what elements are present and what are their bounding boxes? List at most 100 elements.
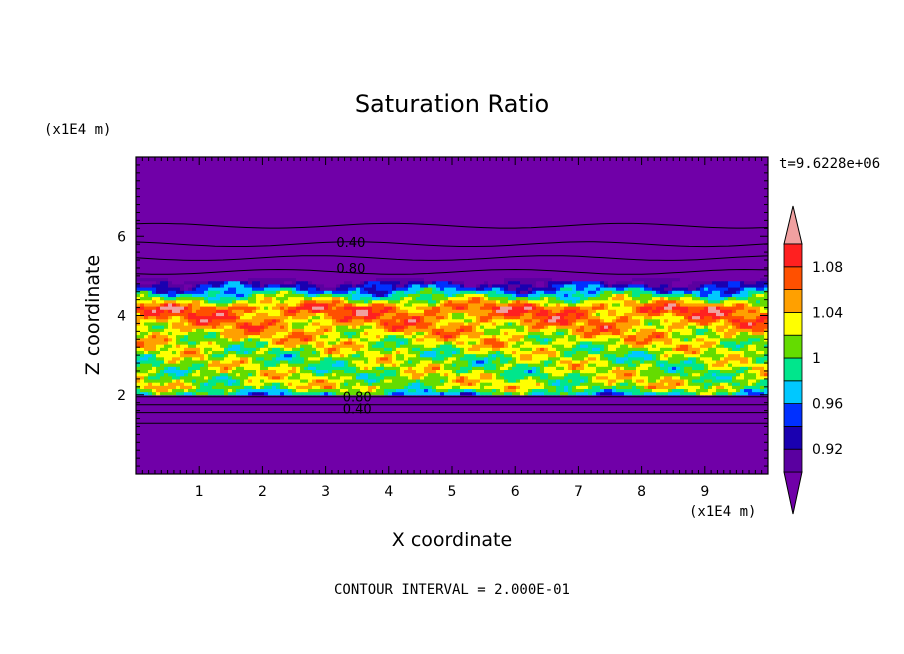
field-cell	[660, 458, 665, 462]
field-cell	[420, 458, 425, 462]
field-cell	[600, 435, 605, 440]
field-cell	[196, 432, 201, 437]
field-cell	[608, 420, 613, 424]
field-cell	[744, 420, 749, 424]
field-cell	[228, 413, 233, 418]
field-cell	[368, 435, 373, 440]
field-cell	[344, 426, 349, 431]
field-cell	[392, 454, 397, 459]
field-cell	[556, 413, 561, 418]
field-cell	[348, 432, 353, 437]
field-cell	[684, 432, 689, 437]
field-cell	[392, 458, 397, 462]
field-cell	[384, 413, 389, 418]
field-cell	[324, 432, 329, 437]
field-cell	[516, 416, 521, 421]
field-cell	[300, 423, 305, 428]
field-cell	[460, 423, 465, 428]
field-cell	[152, 467, 157, 472]
field-cell	[600, 470, 605, 474]
field-cell	[240, 404, 245, 409]
field-cell	[640, 404, 645, 409]
field-cell	[688, 464, 693, 469]
field-cell	[596, 464, 601, 469]
field-cell	[516, 420, 521, 424]
field-cell	[688, 439, 693, 443]
field-cell	[472, 404, 477, 409]
field-cell	[364, 439, 369, 443]
field-cell	[264, 401, 269, 405]
field-cell	[368, 461, 373, 466]
field-cell	[160, 407, 165, 412]
field-cell	[252, 401, 257, 405]
field-cell	[152, 454, 157, 459]
field-cell	[660, 426, 665, 431]
field-cell	[352, 429, 357, 434]
field-cell	[536, 442, 541, 447]
field-cell	[236, 458, 241, 462]
field-cell	[528, 461, 533, 466]
field-cell	[216, 416, 221, 421]
field-cell	[672, 448, 677, 453]
field-cell	[316, 416, 321, 421]
field-cell	[676, 439, 681, 443]
field-cell	[464, 429, 469, 434]
field-cell	[380, 404, 385, 409]
field-cell	[588, 458, 593, 462]
field-cell	[500, 461, 505, 466]
field-cell	[292, 435, 297, 440]
field-cell	[332, 442, 337, 447]
field-cell	[304, 420, 309, 424]
field-cell	[496, 420, 501, 424]
field-cell	[312, 404, 317, 409]
field-cell	[608, 423, 613, 428]
field-cell	[420, 464, 425, 469]
field-cell	[332, 404, 337, 409]
field-cell	[676, 420, 681, 424]
field-cell	[320, 461, 325, 466]
field-cell	[268, 467, 273, 472]
field-cell	[620, 413, 625, 418]
field-cell	[520, 467, 525, 472]
field-cell	[648, 404, 653, 409]
field-cell	[300, 432, 305, 437]
field-cell	[736, 461, 741, 466]
field-cell	[432, 442, 437, 447]
field-cell	[432, 458, 437, 462]
field-cell	[392, 404, 397, 409]
field-cell	[584, 407, 589, 412]
field-cell	[332, 426, 337, 431]
field-cell	[360, 445, 365, 450]
field-cell	[176, 404, 181, 409]
field-cell	[144, 439, 149, 443]
field-cell	[596, 420, 601, 424]
field-cell	[480, 404, 485, 409]
field-cell	[172, 404, 177, 409]
field-cell	[744, 445, 749, 450]
field-cell	[180, 429, 185, 434]
field-cell	[584, 416, 589, 421]
field-cell	[228, 401, 233, 405]
field-cell	[332, 445, 337, 450]
field-cell	[640, 423, 645, 428]
field-cell	[576, 461, 581, 466]
field-cell	[348, 407, 353, 412]
field-cell	[280, 401, 285, 405]
field-cell	[256, 470, 261, 474]
field-cell	[604, 464, 609, 469]
field-cell	[668, 464, 673, 469]
field-cell	[620, 435, 625, 440]
field-cell	[524, 413, 529, 418]
field-cell	[504, 423, 509, 428]
field-cell	[712, 439, 717, 443]
field-cell	[408, 464, 413, 469]
field-cell	[544, 454, 549, 459]
field-cell	[292, 401, 297, 405]
field-cell	[708, 464, 713, 469]
field-cell	[324, 423, 329, 428]
field-cell	[488, 423, 493, 428]
field-cell	[684, 458, 689, 462]
field-cell	[372, 448, 377, 453]
field-cell	[732, 435, 737, 440]
field-cell	[384, 404, 389, 409]
